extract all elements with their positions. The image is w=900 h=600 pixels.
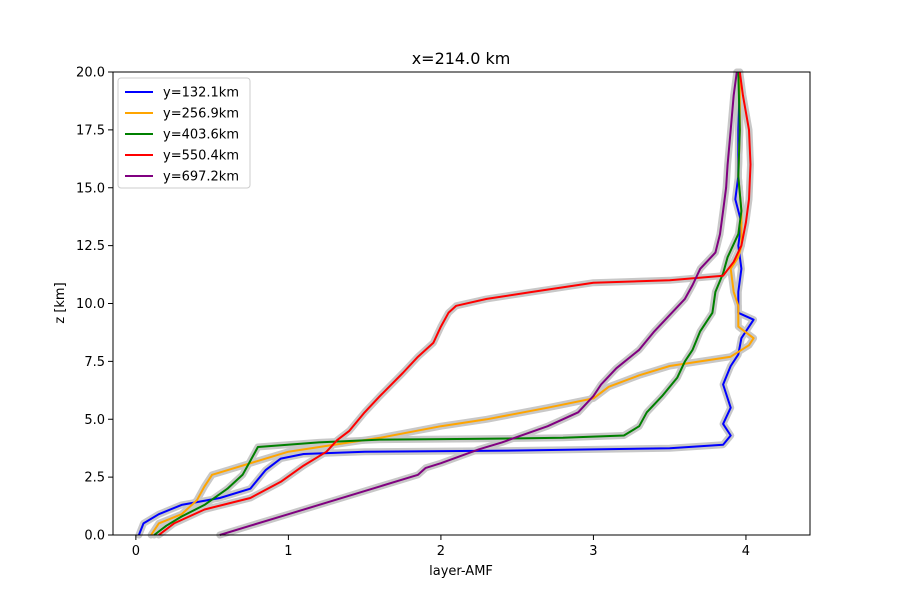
x-tick-label: 2 <box>437 544 445 559</box>
y-tick-label: 15.0 <box>76 181 105 196</box>
x-axis-label: layer-AMF <box>429 564 493 579</box>
legend-entry: y=403.6km <box>163 128 239 143</box>
legend-entry: y=550.4km <box>163 149 239 164</box>
legend: y=132.1km y=256.9km y=403.6km y=550.4km y=69… <box>117 77 251 189</box>
series-line <box>153 71 743 536</box>
x-axis: 0 1 2 3 4 <box>132 535 750 559</box>
legend-box <box>117 77 251 189</box>
x-tick-label: 4 <box>742 544 750 559</box>
series-lines <box>137 71 755 536</box>
legend-entry: y=132.1km <box>163 86 239 101</box>
y-tick-label: 5.0 <box>84 413 105 428</box>
y-tick-label: 20.0 <box>76 66 105 81</box>
legend-entry: y=697.2km <box>163 170 239 185</box>
series-line <box>158 71 752 536</box>
y-tick-label: 17.5 <box>76 123 105 138</box>
y-axis-label: z [km] <box>53 282 68 323</box>
y-tick-label: 0.0 <box>84 529 105 544</box>
x-tick-label: 0 <box>132 544 140 559</box>
y-axis: 0.0 2.5 5.0 7.5 10.0 12.5 15.0 17.5 20.0 <box>76 66 113 544</box>
x-tick-label: 1 <box>284 544 292 559</box>
y-tick-label: 7.5 <box>84 355 105 370</box>
y-tick-label: 10.0 <box>76 297 105 312</box>
series-line <box>150 72 755 536</box>
y-tick-label: 12.5 <box>76 239 105 254</box>
series-line <box>219 71 738 536</box>
chart-title: x=214.0 km <box>412 49 511 68</box>
y-tick-label: 2.5 <box>84 471 105 486</box>
x-tick-label: 3 <box>589 544 597 559</box>
legend-entry: y=256.9km <box>163 107 239 122</box>
